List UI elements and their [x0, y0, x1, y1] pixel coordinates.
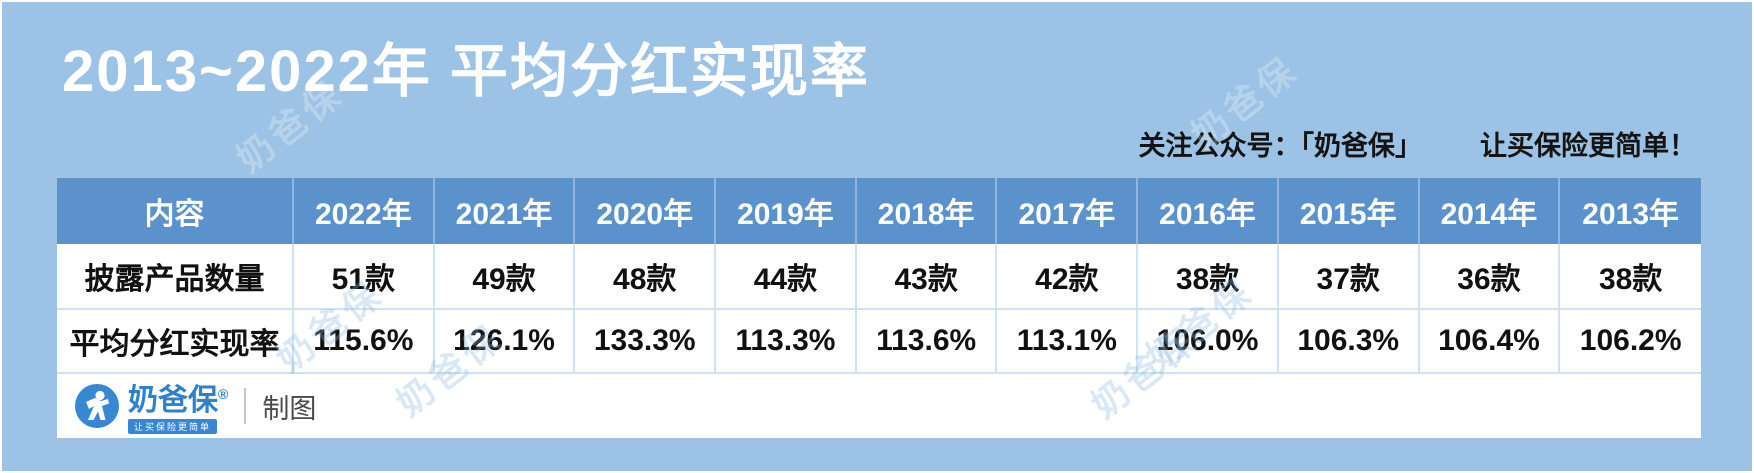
table-header-year: 2016年 [1138, 178, 1279, 244]
table-cell: 106.4% [1419, 308, 1561, 372]
table-cell: 43款 [856, 244, 998, 308]
table-cell: 133.3% [575, 308, 717, 372]
table-header-year: 2014年 [1419, 178, 1561, 244]
table-header-year: 2018年 [856, 178, 998, 244]
follow-banner: 关注公众号：「奶爸保」 让买保险更简单！ [1139, 124, 1697, 163]
row-label-realization-rate: 平均分红实现率 [57, 308, 294, 372]
table-cell: 113.1% [997, 308, 1139, 372]
follow-account-text: 关注公众号：「奶爸保」 [1138, 131, 1423, 161]
table-cell: 49款 [434, 244, 576, 308]
table-cell: 106.2% [1560, 308, 1701, 372]
table-cell: 126.1% [434, 308, 576, 372]
page-title: 2013~2022年 平均分红实现率 [62, 39, 871, 104]
table-header-year: 2021年 [434, 178, 576, 244]
brand-logo: 奶爸保® 让买保险更简单 制图 [75, 379, 316, 434]
naibabao-logo-icon [75, 384, 119, 428]
table-cell: 38款 [1138, 244, 1279, 308]
table-cell: 36款 [1419, 244, 1561, 308]
table-cell: 113.3% [716, 308, 857, 372]
table-header-content: 内容 [57, 178, 294, 244]
table-cell: 38款 [1560, 244, 1701, 308]
table-cell: 115.6% [294, 308, 435, 372]
row-label-product-count: 披露产品数量 [57, 244, 294, 308]
table-cell: 44款 [716, 244, 857, 308]
footer-divider [244, 388, 247, 424]
table-cell: 51款 [294, 244, 435, 308]
table-header-year: 2019年 [716, 178, 857, 244]
dividend-realization-table: 内容 2022年 2021年 2020年 2019年 2018年 2017年 2… [57, 178, 1701, 372]
table-header-year: 2013年 [1560, 178, 1701, 244]
table-header-year: 2017年 [997, 178, 1139, 244]
table-cell: 42款 [997, 244, 1139, 308]
table-header-year: 2022年 [294, 178, 435, 244]
table-cell: 106.3% [1278, 308, 1420, 372]
credit-label: 制图 [262, 393, 317, 424]
table-header-year: 2015年 [1278, 178, 1420, 244]
registered-trademark-mark: ® [218, 385, 229, 402]
table-cell: 48款 [575, 244, 717, 308]
table-cell: 37款 [1278, 244, 1420, 308]
footer-bar: 奶爸保® 让买保险更简单 制图 [57, 372, 1701, 438]
brand-tagline-badge: 让买保险更简单 [128, 418, 218, 434]
table-header-year: 2020年 [575, 178, 717, 244]
slogan-text: 让买保险更简单！ [1480, 131, 1696, 161]
brand-name: 奶爸保® [128, 383, 229, 417]
table-cell: 113.6% [856, 308, 998, 372]
table-cell: 106.0% [1138, 308, 1279, 372]
